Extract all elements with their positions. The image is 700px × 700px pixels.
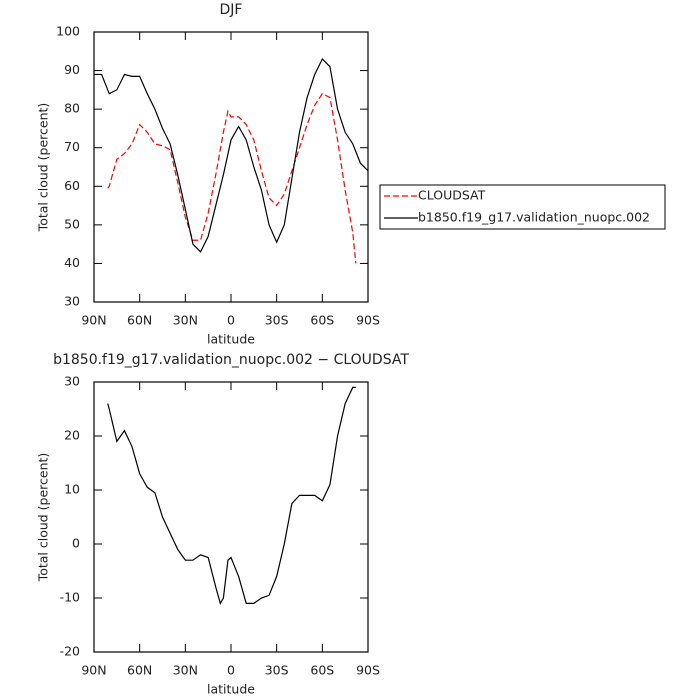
x-tick-label: 60S — [310, 663, 334, 678]
x-tick-label: 30S — [265, 663, 289, 678]
x-tick-label: 30N — [173, 313, 198, 328]
y-tick-label: 30 — [64, 294, 80, 309]
chart-title: DJF — [220, 2, 243, 18]
x-tick-label: 60N — [127, 313, 152, 328]
legend-box — [379, 184, 666, 230]
y-tick-label: 50 — [64, 216, 80, 231]
x-tick-label: 30S — [265, 313, 289, 328]
plot-frame — [93, 31, 369, 303]
data-line — [107, 386, 356, 605]
y-tick-label: -20 — [60, 644, 80, 659]
x-tick-label: 60N — [127, 663, 152, 678]
x-tick-label: 90N — [81, 663, 106, 678]
y-axis-label: Total cloud (percent) — [36, 103, 51, 233]
y-tick-label: 30 — [64, 374, 80, 389]
x-tick-label: 90N — [81, 313, 106, 328]
x-tick-label: 0 — [227, 663, 235, 678]
plot-frame — [93, 381, 369, 653]
y-axis-label: Total cloud (percent) — [36, 453, 51, 583]
x-tick-label: 60S — [310, 313, 334, 328]
y-tick-label: 100 — [56, 24, 80, 39]
x-axis-label: latitude — [207, 682, 255, 697]
data-line — [94, 57, 369, 253]
legend-label: b1850.f19_g17.validation_nuopc.002 — [418, 210, 650, 225]
y-tick-label: 20 — [64, 428, 80, 443]
data-line — [107, 92, 357, 264]
y-tick-label: 80 — [64, 101, 80, 116]
chart-title: b1850.f19_g17.validation_nuopc.002 − CLO… — [53, 352, 409, 368]
y-tick-label: 70 — [64, 139, 80, 154]
y-tick-label: 90 — [64, 62, 80, 77]
y-tick-label: 0 — [72, 536, 80, 551]
y-tick-label: 10 — [64, 482, 80, 497]
x-tick-label: 90S — [356, 313, 380, 328]
y-tick-label: -10 — [60, 590, 80, 605]
x-tick-label: 90S — [356, 663, 380, 678]
legend-label: CLOUDSAT — [418, 188, 486, 203]
x-tick-label: 30N — [173, 663, 198, 678]
y-tick-label: 60 — [64, 178, 80, 193]
x-axis-label: latitude — [207, 332, 255, 347]
x-tick-label: 0 — [227, 313, 235, 328]
y-tick-label: 40 — [64, 255, 80, 270]
